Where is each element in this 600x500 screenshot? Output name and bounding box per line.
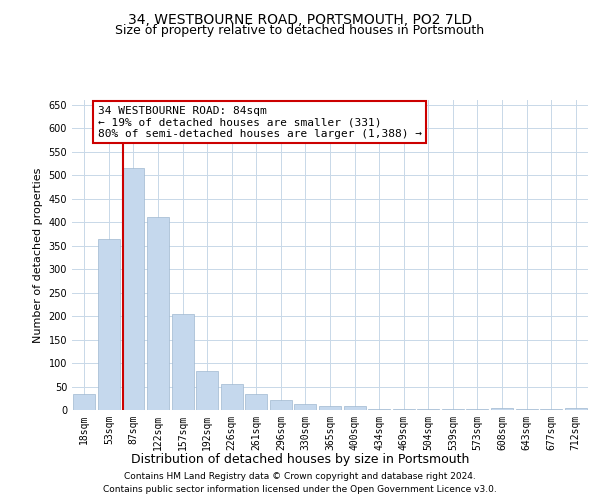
Bar (122, 168, 145, 410)
Bar (147, 218, 169, 410)
Text: Size of property relative to detached houses in Portsmouth: Size of property relative to detached ho… (115, 24, 485, 37)
Bar (540, 409, 562, 410)
Bar (295, 404, 316, 410)
Bar (417, 409, 439, 410)
Bar (442, 409, 464, 410)
Bar (245, 394, 268, 410)
Bar (565, 408, 587, 410)
Text: 34, WESTBOURNE ROAD, PORTSMOUTH, PO2 7LD: 34, WESTBOURNE ROAD, PORTSMOUTH, PO2 7LD (128, 12, 472, 26)
Bar (73, 394, 95, 410)
Bar (368, 409, 390, 410)
Bar (515, 409, 538, 410)
Text: Contains public sector information licensed under the Open Government Licence v3: Contains public sector information licen… (103, 485, 497, 494)
Text: 34 WESTBOURNE ROAD: 84sqm
← 19% of detached houses are smaller (331)
80% of semi: 34 WESTBOURNE ROAD: 84sqm ← 19% of detac… (98, 106, 422, 139)
Y-axis label: Number of detached properties: Number of detached properties (33, 168, 43, 342)
Text: Distribution of detached houses by size in Portsmouth: Distribution of detached houses by size … (131, 452, 469, 466)
Bar (491, 408, 513, 410)
Bar (319, 406, 341, 410)
Bar (392, 409, 415, 410)
Bar (466, 409, 488, 410)
Bar (270, 400, 292, 410)
Text: Contains HM Land Registry data © Crown copyright and database right 2024.: Contains HM Land Registry data © Crown c… (124, 472, 476, 481)
Bar (196, 372, 218, 410)
Bar (172, 314, 194, 410)
Bar (221, 384, 243, 410)
Bar (344, 406, 365, 410)
Bar (98, 238, 120, 410)
